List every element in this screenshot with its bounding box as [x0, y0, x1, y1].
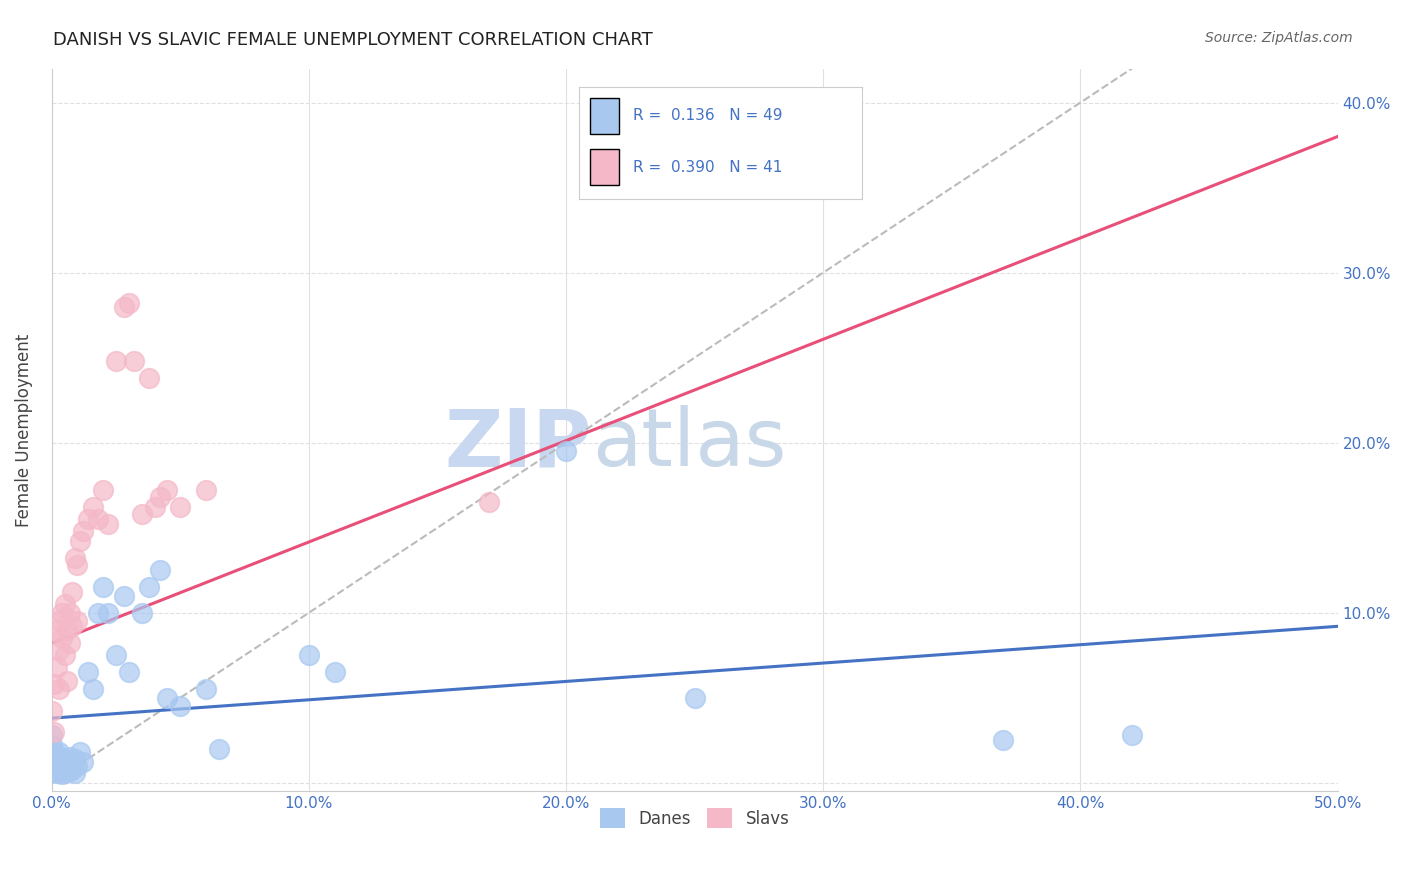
- Point: [48, 682, 70, 697]
- Point: [41, 739, 63, 753]
- Point: [66, 558, 89, 573]
- Point: [53, 758, 76, 772]
- Point: [72, 524, 94, 538]
- Legend: Danes, Slavs: Danes, Slavs: [593, 801, 796, 835]
- Point: [195, 682, 218, 697]
- Point: [131, 507, 153, 521]
- Point: [105, 354, 128, 368]
- Point: [69, 534, 91, 549]
- Point: [156, 690, 179, 705]
- Point: [48, 614, 70, 628]
- Point: [41, 704, 63, 718]
- Point: [76, 665, 98, 680]
- Point: [555, 444, 578, 458]
- Point: [48, 756, 70, 770]
- Point: [105, 648, 128, 663]
- Point: [53, 754, 76, 768]
- Point: [118, 296, 141, 310]
- Point: [63, 551, 86, 566]
- Point: [45, 765, 67, 780]
- Point: [118, 665, 141, 680]
- Point: [59, 636, 82, 650]
- Point: [45, 623, 67, 637]
- Point: [56, 756, 79, 770]
- Point: [45, 660, 67, 674]
- Point: [44, 745, 66, 759]
- Point: [993, 733, 1015, 747]
- Point: [51, 767, 73, 781]
- Y-axis label: Female Unemployment: Female Unemployment: [15, 334, 32, 526]
- Text: Source: ZipAtlas.com: Source: ZipAtlas.com: [1205, 31, 1353, 45]
- Point: [82, 500, 104, 515]
- Point: [44, 758, 66, 772]
- Point: [72, 756, 94, 770]
- Point: [169, 699, 191, 714]
- Point: [156, 483, 179, 498]
- Point: [48, 745, 70, 759]
- Point: [208, 741, 231, 756]
- Point: [60, 585, 83, 599]
- Point: [60, 619, 83, 633]
- Point: [149, 490, 172, 504]
- Point: [63, 752, 86, 766]
- Point: [97, 606, 120, 620]
- Point: [60, 758, 83, 772]
- Point: [44, 677, 66, 691]
- Point: [606, 150, 628, 164]
- Point: [298, 648, 321, 663]
- Point: [53, 648, 76, 663]
- Point: [82, 682, 104, 697]
- Point: [112, 300, 135, 314]
- Point: [59, 764, 82, 778]
- Point: [131, 606, 153, 620]
- Point: [169, 500, 191, 515]
- Point: [195, 483, 218, 498]
- Point: [97, 517, 120, 532]
- Point: [48, 643, 70, 657]
- Point: [56, 623, 79, 637]
- Point: [59, 606, 82, 620]
- Point: [66, 758, 89, 772]
- Point: [51, 750, 73, 764]
- Point: [51, 606, 73, 620]
- Point: [87, 606, 110, 620]
- Point: [122, 354, 145, 368]
- Point: [69, 745, 91, 759]
- Point: [478, 495, 501, 509]
- Point: [323, 665, 346, 680]
- Point: [45, 758, 67, 772]
- Point: [63, 765, 86, 780]
- Point: [53, 597, 76, 611]
- Point: [44, 724, 66, 739]
- Point: [91, 580, 114, 594]
- Point: [48, 762, 70, 776]
- Point: [51, 762, 73, 776]
- Point: [87, 512, 110, 526]
- Point: [45, 750, 67, 764]
- Point: [138, 580, 160, 594]
- Point: [143, 500, 166, 515]
- Point: [91, 483, 114, 498]
- Point: [41, 728, 63, 742]
- Point: [44, 752, 66, 766]
- Point: [149, 563, 172, 577]
- Text: ZIP: ZIP: [444, 405, 592, 483]
- Point: [1121, 728, 1143, 742]
- Point: [51, 631, 73, 645]
- Point: [112, 589, 135, 603]
- Point: [66, 614, 89, 628]
- Point: [56, 673, 79, 688]
- Point: [138, 371, 160, 385]
- Point: [56, 762, 79, 776]
- Text: atlas: atlas: [592, 405, 786, 483]
- Point: [53, 765, 76, 780]
- Text: DANISH VS SLAVIC FEMALE UNEMPLOYMENT CORRELATION CHART: DANISH VS SLAVIC FEMALE UNEMPLOYMENT COR…: [53, 31, 654, 49]
- Point: [60, 762, 83, 776]
- Point: [59, 750, 82, 764]
- Point: [683, 690, 706, 705]
- Point: [76, 512, 98, 526]
